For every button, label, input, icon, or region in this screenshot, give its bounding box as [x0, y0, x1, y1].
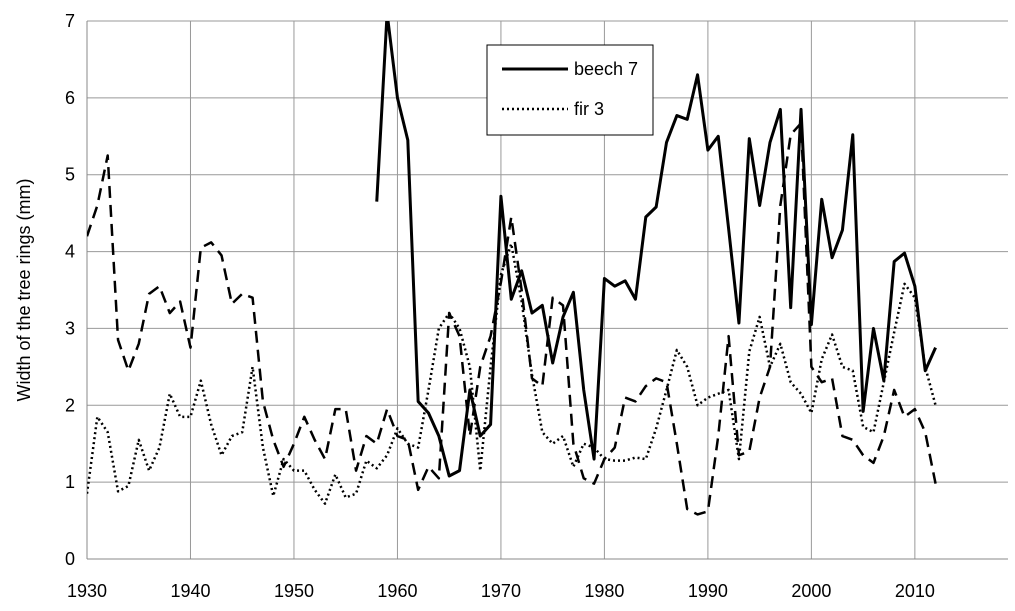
- x-tick-label: 1980: [584, 581, 624, 601]
- x-tick-label: 1970: [481, 581, 521, 601]
- y-axis-label: Width of the tree rings (mm): [14, 178, 34, 401]
- series-line: [87, 242, 937, 505]
- y-tick-label: 5: [65, 165, 75, 185]
- x-tick-label: 1990: [688, 581, 728, 601]
- legend-label: beech 7: [574, 59, 638, 79]
- x-tick-label: 2010: [895, 581, 935, 601]
- y-tick-label: 2: [65, 395, 75, 415]
- y-tick-label: 0: [65, 549, 75, 569]
- x-tick-label: 1940: [170, 581, 210, 601]
- series-line: [87, 121, 937, 516]
- y-tick-label: 7: [65, 11, 75, 31]
- x-tick-label: 1950: [274, 581, 314, 601]
- x-tick-label: 1960: [377, 581, 417, 601]
- y-tick-label: 6: [65, 88, 75, 108]
- plot-area: [87, 21, 937, 516]
- y-tick-label: 1: [65, 472, 75, 492]
- series-line: [375, 21, 937, 478]
- legend-label: fir 3: [574, 99, 604, 119]
- y-tick-label: 3: [65, 318, 75, 338]
- x-tick-label: 2000: [791, 581, 831, 601]
- x-tick-label: 1930: [67, 581, 107, 601]
- y-tick-label: 4: [65, 242, 75, 262]
- legend-box: [486, 44, 654, 136]
